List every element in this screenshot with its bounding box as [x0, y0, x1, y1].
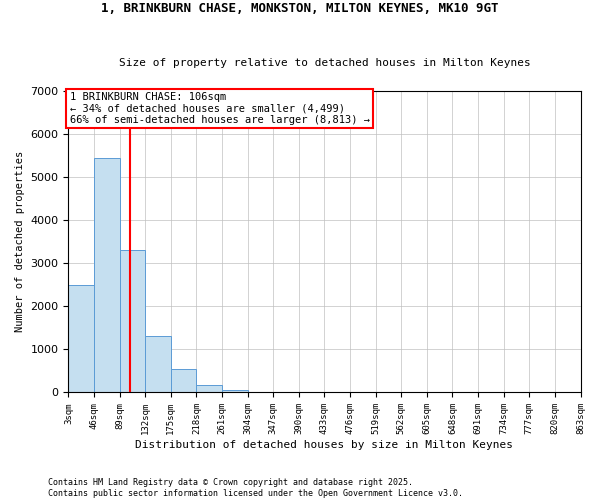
Text: Contains HM Land Registry data © Crown copyright and database right 2025.
Contai: Contains HM Land Registry data © Crown c… — [48, 478, 463, 498]
Bar — [196, 385, 222, 392]
Bar — [171, 369, 196, 392]
Text: 1, BRINKBURN CHASE, MONKSTON, MILTON KEYNES, MK10 9GT: 1, BRINKBURN CHASE, MONKSTON, MILTON KEY… — [101, 2, 499, 16]
Bar — [119, 250, 145, 392]
Bar — [94, 158, 119, 392]
Y-axis label: Number of detached properties: Number of detached properties — [15, 151, 25, 332]
Text: 1 BRINKBURN CHASE: 106sqm
← 34% of detached houses are smaller (4,499)
66% of se: 1 BRINKBURN CHASE: 106sqm ← 34% of detac… — [70, 92, 370, 125]
Bar — [68, 285, 94, 393]
Bar — [222, 390, 248, 392]
X-axis label: Distribution of detached houses by size in Milton Keynes: Distribution of detached houses by size … — [136, 440, 514, 450]
Bar — [145, 336, 171, 392]
Title: Size of property relative to detached houses in Milton Keynes: Size of property relative to detached ho… — [119, 58, 530, 68]
